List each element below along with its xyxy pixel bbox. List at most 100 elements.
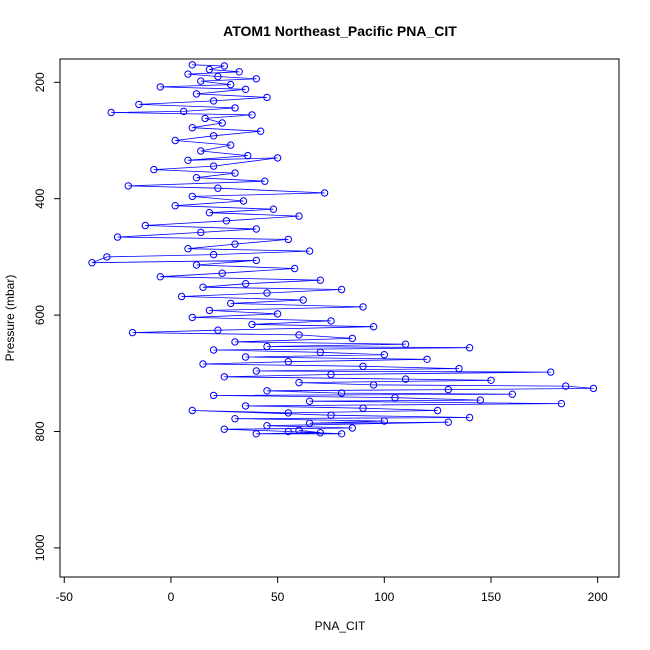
y-axis-label: Pressure (mbar) [3, 275, 17, 362]
data-point [188, 406, 197, 415]
data-point [380, 351, 388, 359]
data-point [235, 68, 243, 76]
data-point [263, 289, 271, 297]
data-point [107, 108, 115, 117]
data-point [327, 317, 335, 325]
data-point [547, 368, 555, 376]
data-point [444, 385, 452, 394]
data-point [316, 429, 324, 437]
data-point [231, 169, 239, 177]
data-point [150, 165, 158, 174]
data-point [589, 384, 598, 393]
data-point [263, 387, 271, 395]
data-point [295, 212, 303, 220]
data-point [156, 273, 165, 281]
x-tick-label: 0 [168, 590, 175, 604]
plot-frame [59, 58, 620, 578]
data-point [273, 310, 282, 318]
y-axis: 200 400 600 800 1000 [33, 72, 61, 561]
data-point [218, 269, 226, 277]
data-point [141, 221, 150, 230]
data-point [337, 389, 346, 397]
data-point [369, 323, 378, 331]
plot-area [88, 61, 598, 438]
data-point [423, 355, 431, 363]
data-point [227, 299, 235, 308]
data-point [401, 375, 410, 383]
data-point [201, 114, 209, 123]
data-point [241, 402, 250, 410]
data-point [180, 107, 188, 116]
data-point [205, 209, 214, 217]
data-point [156, 83, 165, 91]
x-tick-label: -50 [56, 590, 74, 604]
data-point [177, 292, 186, 301]
data-point [316, 348, 324, 356]
x-tick-label: 100 [374, 590, 394, 604]
data-point [476, 396, 484, 404]
data-point [220, 62, 229, 70]
data-point [337, 430, 346, 438]
y-tick-label: 800 [33, 421, 47, 441]
data-point [171, 136, 179, 145]
y-tick-label: 600 [33, 305, 47, 325]
data-point [222, 217, 231, 225]
data-point [305, 397, 314, 405]
data-point [455, 364, 463, 373]
data-point [188, 313, 197, 322]
data-point [284, 427, 292, 436]
data-point [241, 353, 250, 361]
data-point [295, 331, 303, 339]
data-point [214, 326, 222, 334]
data-point [305, 247, 314, 255]
data-point [562, 382, 570, 390]
series-line [91, 64, 594, 435]
data-point [197, 77, 205, 85]
data-point [348, 334, 356, 343]
data-point [184, 245, 192, 253]
data-point [327, 411, 335, 419]
data-point [135, 100, 143, 109]
data-point [316, 276, 324, 284]
y-tick-label: 400 [33, 188, 47, 208]
data-point [252, 225, 260, 233]
data-point [218, 119, 226, 127]
data-point [184, 156, 192, 165]
data-point [295, 378, 303, 387]
data-point [214, 184, 222, 192]
data-point [359, 362, 367, 370]
data-point [197, 147, 205, 155]
data-point [231, 415, 239, 423]
data-point [305, 419, 314, 427]
data-point [320, 189, 329, 197]
data-point [113, 233, 122, 241]
data-point [359, 404, 367, 412]
data-point [487, 376, 495, 384]
data-point [227, 141, 235, 149]
data-point [263, 422, 271, 430]
data-point [231, 338, 239, 346]
data-point [192, 174, 201, 182]
data-point [263, 342, 271, 351]
data-point [214, 72, 222, 81]
data-point [209, 97, 218, 105]
data-point [369, 381, 378, 389]
data-point [337, 285, 346, 294]
data-point [128, 328, 137, 337]
data-point [209, 346, 218, 354]
x-tick-label: 50 [271, 590, 285, 604]
data-point [231, 240, 239, 248]
data-point [231, 104, 239, 112]
data-point [192, 261, 201, 269]
data-point [263, 93, 271, 102]
data-point [197, 228, 205, 237]
x-tick-label: 150 [481, 590, 501, 604]
data-point [239, 197, 248, 205]
data-point [220, 425, 229, 433]
data-point [241, 85, 250, 94]
data-point [508, 390, 516, 398]
data-point [252, 430, 260, 438]
data-point [252, 256, 260, 265]
x-axis: -50 0 50 100 150 200 [56, 576, 608, 604]
